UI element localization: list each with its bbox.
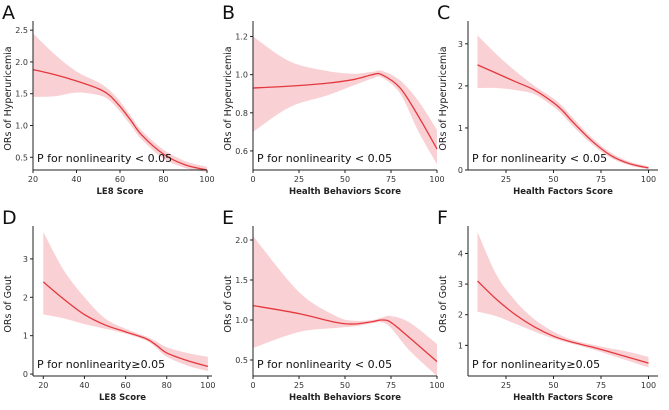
- y-tick-label: 1.0: [235, 316, 248, 325]
- y-tick-label: 4: [458, 249, 463, 258]
- nonlinearity-annotation: P for nonlinearity < 0.05: [472, 152, 607, 165]
- x-tick-label: 50: [340, 381, 350, 390]
- x-tick-label: 100: [429, 175, 444, 184]
- confidence-band: [477, 35, 649, 170]
- y-tick-label: 0.5: [15, 153, 28, 162]
- x-tick-label: 50: [548, 381, 558, 390]
- panel-label: B: [222, 2, 235, 24]
- x-tick-label: 50: [340, 175, 350, 184]
- y-tick-label: 0: [458, 166, 463, 175]
- confidence-band: [43, 232, 208, 372]
- y-tick-label: 1.5: [15, 90, 28, 99]
- x-tick-label: 20: [28, 175, 38, 184]
- x-axis-label: LE8 Score: [96, 187, 143, 197]
- panel-label: E: [222, 207, 234, 229]
- y-tick-label: 3: [23, 255, 28, 264]
- y-tick-label: 2: [23, 293, 28, 302]
- confidence-band: [253, 236, 437, 376]
- x-tick-label: 25: [501, 381, 511, 390]
- panel-B: B 0.6 0.8 1.0 1.2 0 25 50 75 100 Health Behaviors …: [222, 2, 445, 197]
- or-line: [477, 280, 649, 364]
- panel-C: C 0 1 2 3 25 50 75 100 Health Factors Score ORs of…: [437, 2, 658, 197]
- x-tick-label: 100: [429, 381, 444, 390]
- x-axis-label: Health Behaviors Score: [289, 393, 401, 403]
- x-tick-label: 25: [294, 381, 304, 390]
- y-tick-label: 1.0: [235, 71, 248, 80]
- x-tick-label: 50: [548, 175, 558, 184]
- panel-E: E 0.5 1.0 1.5 2.0 0 25 50 75 100 Health Behaviors …: [222, 207, 445, 403]
- x-tick-label: 40: [71, 175, 81, 184]
- x-tick-label: 20: [38, 381, 48, 390]
- y-tick-label: 0.8: [235, 109, 248, 118]
- x-tick-label: 75: [596, 175, 606, 184]
- panel-A: A 0.5 1.0 1.5 2.0 2.5 20 40 60 80 100 LE8 Score ORs …: [2, 2, 215, 197]
- x-tick-label: 25: [501, 175, 511, 184]
- panel-label: C: [437, 2, 450, 24]
- x-tick-label: 25: [294, 175, 304, 184]
- y-tick-label: 2: [458, 311, 463, 320]
- confidence-band: [477, 232, 649, 368]
- x-axis-label: Health Factors Score: [513, 393, 613, 403]
- nonlinearity-annotation: P for nonlinearity < 0.05: [257, 152, 392, 165]
- or-line: [32, 68, 208, 171]
- y-axis-label: ORs of Hyperuricemia: [223, 46, 234, 150]
- y-tick-label: 1: [23, 332, 28, 341]
- x-tick-label: 75: [386, 175, 396, 184]
- y-tick-label: 0: [23, 370, 28, 379]
- x-tick-label: 100: [199, 175, 214, 184]
- x-tick-label: 80: [162, 381, 172, 390]
- panel-D: D 0 1 2 3 20 40 60 80 100 LE8 Score ORs of Gout P fo…: [2, 207, 216, 403]
- x-tick-label: 60: [120, 381, 130, 390]
- panel-label: D: [2, 207, 17, 229]
- confidence-band: [33, 33, 207, 172]
- nonlinearity-annotation: P for nonlinearity≥0.05: [37, 358, 165, 371]
- y-tick-label: 1.2: [235, 33, 248, 42]
- panel-label: F: [437, 207, 448, 229]
- y-tick-label: 3: [458, 280, 463, 289]
- y-axis-label: ORs of Hyperuricemia: [3, 46, 14, 150]
- y-tick-label: 1.5: [235, 276, 248, 285]
- x-tick-label: 75: [596, 381, 606, 390]
- y-tick-label: 1: [458, 341, 463, 350]
- confidence-band: [253, 36, 437, 165]
- x-tick-label: 0: [250, 175, 255, 184]
- y-tick-label: 3: [458, 40, 463, 49]
- or-line: [252, 304, 438, 363]
- y-tick-label: 1.0: [15, 122, 28, 131]
- x-axis-label: LE8 Score: [99, 393, 146, 403]
- nonlinearity-annotation: P for nonlinearity < 0.05: [257, 358, 392, 371]
- y-axis-label: ORs of Gout: [3, 275, 14, 332]
- x-tick-label: 100: [641, 381, 656, 390]
- x-tick-label: 60: [115, 175, 125, 184]
- or-line: [42, 281, 209, 368]
- y-tick-label: 2.0: [235, 236, 248, 245]
- y-axis-label: ORs of Gout: [438, 275, 449, 332]
- y-tick-label: 2.5: [15, 26, 28, 35]
- y-axis-label: ORs of Hyperuricemia: [438, 46, 449, 150]
- y-tick-label: 0.5: [235, 356, 248, 365]
- x-tick-label: 0: [250, 381, 255, 390]
- x-axis-label: Health Factors Score: [513, 187, 613, 197]
- y-tick-label: 1: [458, 124, 463, 133]
- nonlinearity-annotation: P for nonlinearity≥0.05: [472, 358, 600, 371]
- panel-F: F 1 2 3 4 25 50 75 100 Health Factors Score ORs of…: [437, 207, 658, 403]
- or-line: [477, 64, 649, 169]
- x-tick-label: 75: [386, 381, 396, 390]
- or-line: [252, 72, 438, 150]
- nonlinearity-annotation: P for nonlinearity < 0.05: [37, 152, 172, 165]
- y-tick-label: 2: [458, 82, 463, 91]
- x-axis-label: Health Behaviors Score: [289, 187, 401, 197]
- panel-label: A: [2, 2, 15, 24]
- x-tick-label: 40: [79, 381, 89, 390]
- y-axis-label: ORs of Gout: [223, 275, 234, 332]
- x-tick-label: 100: [200, 381, 215, 390]
- y-tick-label: 2.0: [15, 58, 28, 67]
- y-tick-label: 0.6: [235, 147, 248, 156]
- x-tick-label: 100: [641, 175, 656, 184]
- x-tick-label: 80: [158, 175, 168, 184]
